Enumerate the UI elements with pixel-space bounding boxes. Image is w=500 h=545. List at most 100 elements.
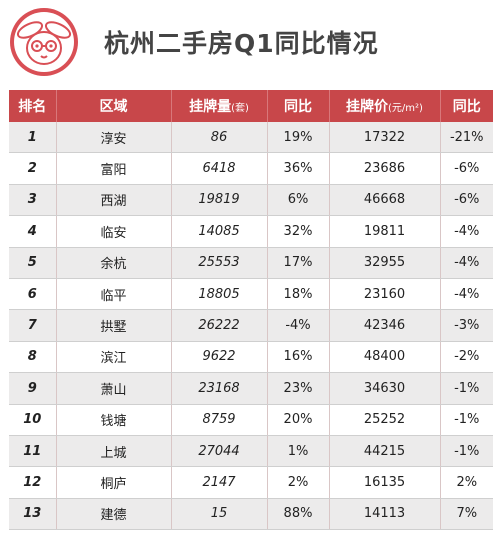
price-yoy-cell: -4% (439, 247, 493, 279)
price-cell: 23686 (328, 152, 440, 185)
price-yoy-cell: -3% (439, 309, 493, 342)
listing-yoy-cell: 36% (266, 152, 329, 185)
rank-cell: 2 (9, 152, 56, 185)
rank-cell: 5 (9, 247, 56, 279)
col-listing-label: 挂牌量 (189, 99, 232, 115)
listing-cell: 19819 (170, 184, 267, 217)
table-row: 13 建德 15 88% 14113 7% (9, 498, 493, 531)
price-yoy-cell: -6% (439, 184, 493, 217)
listing-cell: 86 (170, 122, 267, 154)
price-yoy-cell: 7% (439, 498, 493, 531)
district-cell: 萧山 (55, 372, 171, 405)
table-body: 1 淳安 86 19% 17322 -21% 2 富阳 6418 36% 23686 -6% 3 西湖 19… (9, 122, 493, 531)
col-listing-unit: (套) (231, 103, 249, 114)
rank-cell: 3 (9, 184, 56, 217)
table-row: 9 萧山 23168 23% 34630 -1% (9, 372, 493, 405)
price-cell: 19811 (328, 215, 440, 248)
district-cell: 滨江 (55, 341, 171, 374)
price-cell: 14113 (328, 498, 440, 531)
col-price-unit: (元/m²) (388, 103, 423, 114)
price-cell: 17322 (328, 122, 440, 154)
price-cell: 16135 (328, 466, 440, 499)
table-header-row: 排名 区域 挂牌量(套) 同比 挂牌价(元/m²) 同比 (9, 90, 493, 122)
price-yoy-cell: 2% (439, 466, 493, 499)
listing-yoy-cell: 23% (266, 372, 329, 405)
listing-cell: 8759 (170, 404, 267, 436)
rank-cell: 13 (9, 498, 56, 531)
page-title: 杭州二手房Q1同比情况 (104, 29, 379, 58)
price-cell: 34630 (328, 372, 440, 405)
district-cell: 上城 (55, 435, 171, 468)
rank-cell: 8 (9, 341, 56, 374)
table-row: 12 桐庐 2147 2% 16135 2% (9, 466, 493, 499)
listing-yoy-cell: 88% (266, 498, 329, 531)
price-yoy-cell: -2% (439, 341, 493, 374)
price-cell: 25252 (328, 404, 440, 436)
listing-cell: 15 (170, 498, 267, 531)
listing-cell: 2147 (170, 466, 267, 499)
col-price-label: 挂牌价 (346, 99, 389, 115)
col-listing: 挂牌量(套) (170, 90, 267, 122)
col-price: 挂牌价(元/m²) (328, 90, 440, 122)
rabbit-logo-icon (10, 8, 78, 76)
price-cell: 32955 (328, 247, 440, 279)
listing-yoy-cell: 18% (266, 278, 329, 311)
table-row: 7 拱墅 26222 -4% 42346 -3% (9, 309, 493, 342)
table-row: 8 滨江 9622 16% 48400 -2% (9, 341, 493, 374)
listing-yoy-cell: 32% (266, 215, 329, 248)
table-row: 6 临平 18805 18% 23160 -4% (9, 278, 493, 311)
district-table: 排名 区域 挂牌量(套) 同比 挂牌价(元/m²) 同比 1 淳安 86 19% 173… (9, 90, 493, 531)
listing-yoy-cell: 17% (266, 247, 329, 279)
price-yoy-cell: -21% (439, 122, 493, 154)
price-yoy-cell: -1% (439, 404, 493, 436)
district-cell: 桐庐 (55, 466, 171, 499)
price-cell: 44215 (328, 435, 440, 468)
rank-cell: 1 (9, 122, 56, 154)
page-header: 杭州二手房Q1同比情况 (0, 0, 500, 88)
district-cell: 淳安 (55, 122, 171, 154)
district-cell: 西湖 (55, 184, 171, 217)
listing-yoy-cell: 1% (266, 435, 329, 468)
rank-cell: 10 (9, 404, 56, 436)
listing-yoy-cell: -4% (266, 309, 329, 342)
col-yoy-price: 同比 (439, 90, 493, 122)
table-row: 3 西湖 19819 6% 46668 -6% (9, 184, 493, 217)
rank-cell: 12 (9, 466, 56, 499)
rank-cell: 9 (9, 372, 56, 405)
district-cell: 临安 (55, 215, 171, 248)
listing-yoy-cell: 2% (266, 466, 329, 499)
price-cell: 46668 (328, 184, 440, 217)
col-district: 区域 (55, 90, 171, 122)
rank-cell: 4 (9, 215, 56, 248)
listing-cell: 25553 (170, 247, 267, 279)
col-rank: 排名 (9, 90, 56, 122)
listing-cell: 6418 (170, 152, 267, 185)
listing-yoy-cell: 19% (266, 122, 329, 154)
table-row: 1 淳安 86 19% 17322 -21% (9, 122, 493, 154)
listing-cell: 26222 (170, 309, 267, 342)
listing-cell: 14085 (170, 215, 267, 248)
rank-cell: 6 (9, 278, 56, 311)
table-row: 11 上城 27044 1% 44215 -1% (9, 435, 493, 468)
price-yoy-cell: -1% (439, 435, 493, 468)
rank-cell: 11 (9, 435, 56, 468)
price-yoy-cell: -6% (439, 152, 493, 185)
table-row: 4 临安 14085 32% 19811 -4% (9, 215, 493, 248)
district-cell: 拱墅 (55, 309, 171, 342)
listing-yoy-cell: 20% (266, 404, 329, 436)
listing-cell: 27044 (170, 435, 267, 468)
price-yoy-cell: -4% (439, 278, 493, 311)
price-cell: 48400 (328, 341, 440, 374)
listing-cell: 9622 (170, 341, 267, 374)
col-yoy-listing: 同比 (266, 90, 329, 122)
listing-yoy-cell: 6% (266, 184, 329, 217)
price-yoy-cell: -4% (439, 215, 493, 248)
table-row: 5 余杭 25553 17% 32955 -4% (9, 247, 493, 279)
table-row: 10 钱塘 8759 20% 25252 -1% (9, 404, 493, 436)
district-cell: 临平 (55, 278, 171, 311)
district-cell: 建德 (55, 498, 171, 531)
table-row: 2 富阳 6418 36% 23686 -6% (9, 152, 493, 185)
listing-cell: 18805 (170, 278, 267, 311)
district-cell: 余杭 (55, 247, 171, 279)
district-cell: 钱塘 (55, 404, 171, 436)
